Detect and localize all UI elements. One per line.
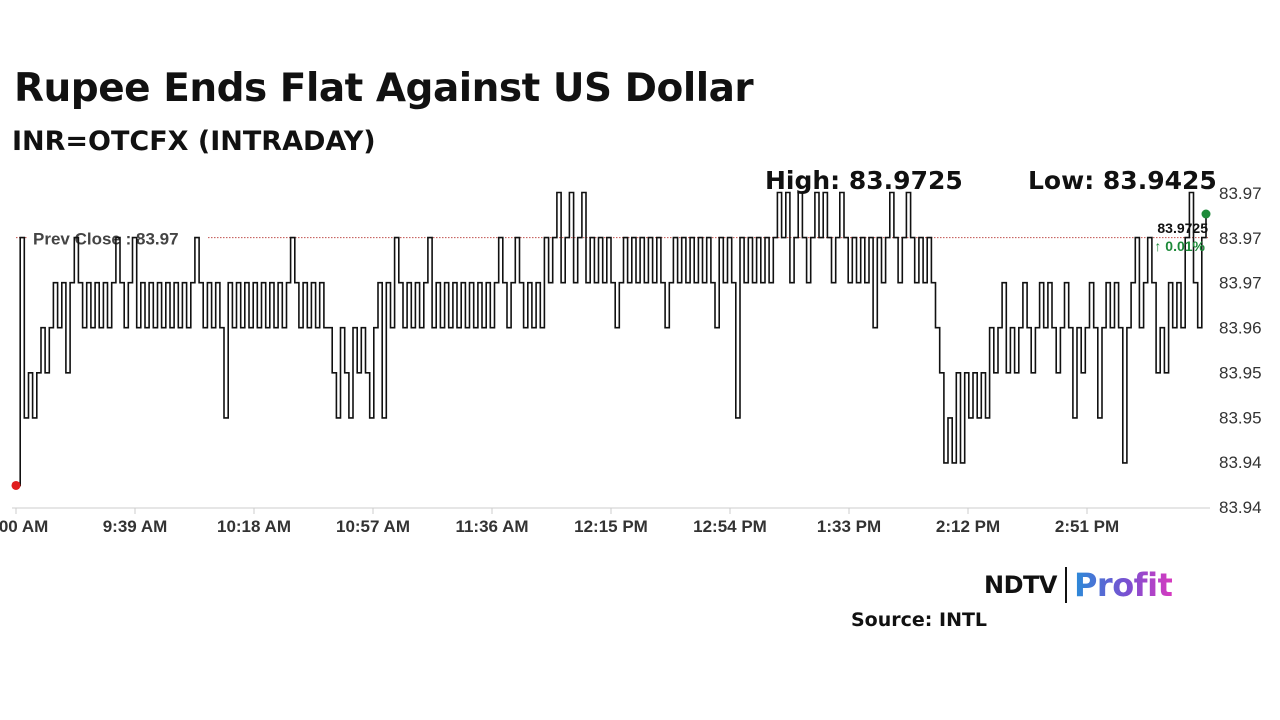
y-tick-label: 83.97 [1219,229,1262,248]
x-tick-label: 9:00 AM [0,517,48,536]
x-tick-label: 2:12 PM [936,517,1000,536]
x-tick-label: 10:18 AM [217,517,291,536]
x-tick-label: 12:15 PM [574,517,648,536]
y-tick-label: 83.95 [1219,408,1262,427]
source-label: Source: INTL [851,609,988,631]
y-tick-label: 83.95 [1219,363,1262,382]
x-tick-label: 12:54 PM [693,517,767,536]
low-label: Low: 83.9425 [1028,166,1217,195]
logo-brand-text: NDTV [984,571,1057,599]
x-tick-label: 1:33 PM [817,517,881,536]
y-tick-label: 83.96 [1219,319,1262,338]
y-tick-label: 83.94 [1219,498,1262,517]
prev-close-label: Prev Close : 83.97 [33,230,179,249]
logo-product-text: Profit [1073,566,1173,604]
x-axis-ticks: 9:00 AM 9:39 AM 10:18 AM 10:57 AM 11:36 AM 12… [0,508,1119,536]
y-tick-label: 83.97 [1219,184,1262,203]
y-axis-ticks: 83.97 83.97 83.97 83.96 83.95 83.95 83.94 83.94 [1219,184,1262,517]
chart-subtitle: INR=OTCFX (INTRADAY) [12,126,376,157]
x-tick-label: 10:57 AM [336,517,410,536]
series-end-point [1201,209,1211,219]
series-start-point [11,480,21,490]
x-tick-label: 11:36 AM [455,517,528,536]
high-label: High: 83.9725 [765,166,963,195]
y-tick-label: 83.97 [1219,274,1262,293]
last-value-label: 83.9725 [1157,220,1208,236]
ndtv-profit-logo: NDTV Profit [984,564,1173,606]
series-line [16,191,1207,487]
x-tick-label: 2:51 PM [1055,517,1119,536]
logo-separator [1064,567,1067,603]
chart-title: Rupee Ends Flat Against US Dollar [14,66,754,111]
y-tick-label: 83.94 [1219,453,1262,472]
change-label: ↑ 0.01% [1154,238,1205,254]
x-tick-label: 9:39 AM [103,517,168,536]
